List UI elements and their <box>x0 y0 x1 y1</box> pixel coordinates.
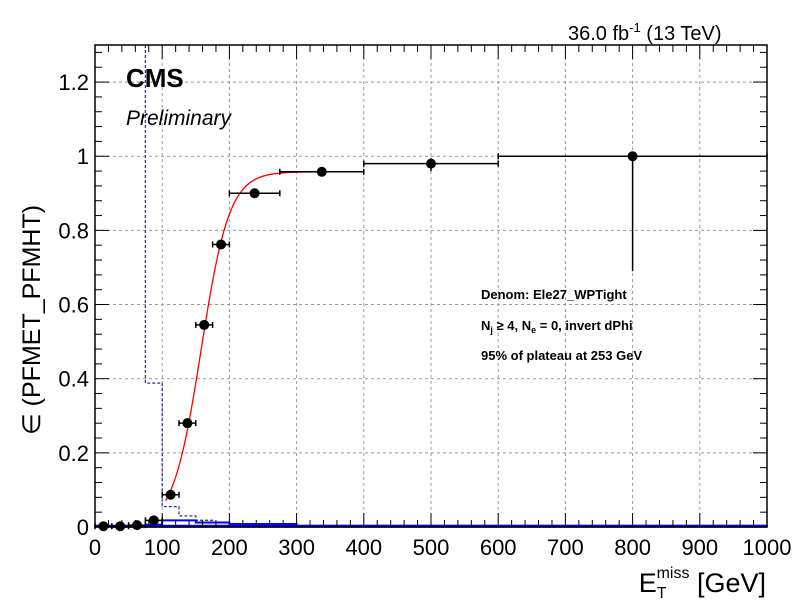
x-tick-label: 500 <box>413 535 450 560</box>
y-tick-label: 0.8 <box>58 218 89 243</box>
y-tick-label: 0.2 <box>58 441 89 466</box>
y-tick-label: 0.6 <box>58 293 89 318</box>
experiment-label: CMS <box>126 63 184 93</box>
data-point <box>195 319 214 330</box>
x-tick-label: 100 <box>144 535 181 560</box>
x-axis-label: ETmiss [GeV] <box>639 565 766 600</box>
data-point <box>161 489 180 500</box>
annotation-denominator: Denom: Ele27_WPTight <box>481 287 627 302</box>
x-tick-label: 300 <box>278 535 315 560</box>
x-tick-label: 1000 <box>743 535 792 560</box>
data-point <box>279 166 365 177</box>
luminosity-label: 36.0 fb-1 (13 TeV) <box>568 20 722 45</box>
data-marker <box>627 151 638 162</box>
x-tick-label: 900 <box>681 535 718 560</box>
annotation-selection: Nj ≥ 4, Ne = 0, invert dPhi <box>481 318 633 335</box>
y-tick-label: 1 <box>77 144 89 169</box>
data-marker <box>182 418 193 429</box>
data-marker <box>165 489 176 500</box>
x-tick-label: 700 <box>547 535 584 560</box>
x-tick-label: 200 <box>211 535 248 560</box>
x-tick-label: 600 <box>480 535 517 560</box>
annotation-plateau: 95% of plateau at 253 GeV <box>481 348 642 363</box>
x-tick-label: 0 <box>89 535 101 560</box>
x-tick-label: 400 <box>345 535 382 560</box>
data-point <box>127 520 147 531</box>
fit-curve <box>164 171 364 501</box>
data-marker <box>132 520 142 531</box>
y-axis-label: ∈ (PFMET_PFMHT) <box>18 205 46 435</box>
data-point <box>211 239 231 250</box>
tick-labels: 0 100 200 300 400 500 600 700 800 900 1000 0 0.2 0.4 0… <box>58 70 791 560</box>
data-marker <box>249 188 260 199</box>
status-label: Preliminary <box>126 107 233 130</box>
data-marker <box>316 166 327 177</box>
data-point <box>178 418 197 429</box>
data-point <box>497 151 768 272</box>
data-points <box>94 151 768 532</box>
data-point <box>363 158 499 172</box>
y-tick-label: 0 <box>77 515 89 540</box>
data-marker <box>199 319 210 330</box>
grid-lines <box>95 45 767 527</box>
y-tick-label: 0.4 <box>58 367 89 392</box>
y-tick-label: 1.2 <box>58 70 89 95</box>
data-point <box>228 188 281 199</box>
x-tick-label: 800 <box>614 535 651 560</box>
fit-curve-layer <box>164 171 364 501</box>
data-marker <box>216 239 226 250</box>
data-marker <box>148 515 159 526</box>
axis-ticks <box>94 45 768 528</box>
data-marker <box>426 158 436 169</box>
